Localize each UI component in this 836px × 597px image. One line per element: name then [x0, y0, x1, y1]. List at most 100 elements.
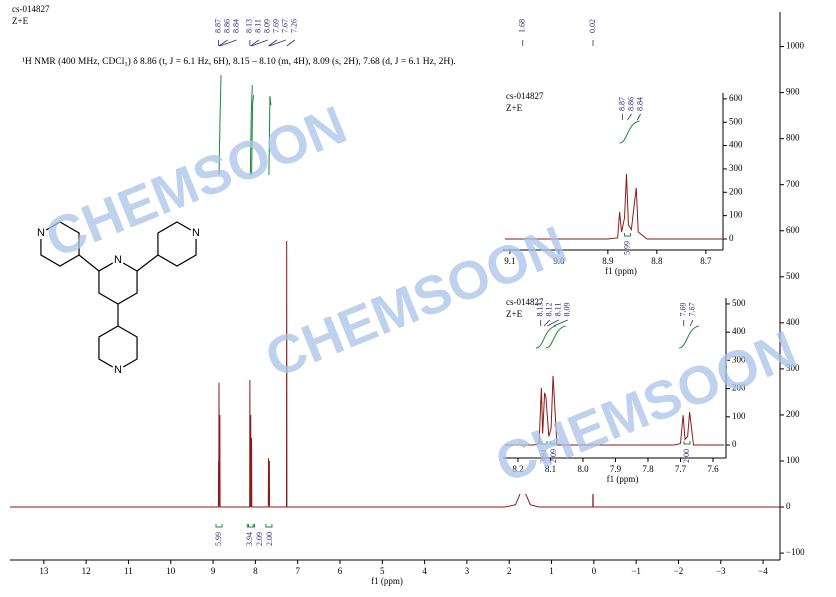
y-tick-label: 100 — [729, 210, 743, 220]
spectrum-line — [504, 173, 723, 240]
peak-label: 8.13 — [245, 19, 254, 33]
peak-leader — [553, 319, 568, 327]
peak-label: 8.11 — [554, 303, 563, 317]
integral-curve — [251, 94, 255, 176]
chart-panel: cs-014827 Z+E ¹H NMR (400 MHz, CDCl₃) δ 8.… — [10, 4, 805, 586]
x-axis-label: f1 (ppm) — [607, 474, 639, 484]
atom-bg — [35, 227, 47, 239]
y-tick-label: 700 — [786, 179, 800, 189]
integral-bracket — [683, 441, 691, 445]
peak-label: 8.12 — [545, 303, 554, 317]
x-tick-label: 13 — [39, 566, 49, 576]
x-tick-label: 12 — [82, 566, 91, 576]
x-tick-label: 4 — [422, 566, 427, 576]
atom-bg — [112, 364, 124, 376]
atom-label: N — [37, 227, 45, 239]
peak-label: 8.86 — [626, 97, 635, 111]
peak-label: 0.02 — [588, 19, 597, 33]
peak-label: 7.67 — [688, 303, 697, 317]
peak-label: 8.09 — [263, 19, 272, 33]
x-tick-label: −1 — [631, 566, 641, 576]
x-tick-label: −4 — [758, 566, 768, 576]
x-tick-label: 2 — [507, 566, 512, 576]
peak-label: 8.84 — [635, 97, 644, 111]
peak-leader — [218, 39, 228, 47]
integral-bracket — [623, 233, 631, 237]
molecule-structure: N N N N — [35, 221, 202, 376]
sample-id: cs-014827 — [506, 297, 544, 307]
inset-background — [503, 93, 725, 286]
ring — [157, 221, 197, 267]
atom-label: N — [114, 254, 122, 266]
peak-leader — [219, 39, 237, 47]
y-tick-label: 400 — [729, 140, 743, 150]
sample-note: Z+E — [12, 16, 29, 26]
peak-label: 8.13 — [536, 303, 545, 317]
integral-label: 2.09 — [255, 532, 264, 546]
atom-bg — [112, 254, 124, 266]
integral-bracket — [540, 441, 548, 445]
integral-label: 5.99 — [622, 241, 631, 255]
sample-note: Z+E — [506, 103, 523, 113]
integral-curve — [535, 325, 557, 349]
y-tick-label: 400 — [786, 317, 800, 327]
integral-label: 5.99 — [214, 532, 223, 546]
x-tick-label: 8.2 — [512, 464, 523, 474]
peak-label: 7.69 — [679, 303, 688, 317]
peak-label: 8.09 — [563, 303, 572, 317]
x-tick-label: 10 — [166, 566, 176, 576]
integral-curve — [218, 74, 222, 176]
ring — [98, 259, 138, 305]
y-tick-label: 200 — [729, 186, 743, 196]
x-tick-label: 11 — [124, 566, 133, 576]
bond — [78, 254, 100, 272]
integral-label: 3.91 — [539, 449, 548, 463]
sample-note: Z+E — [506, 309, 523, 319]
y-tick-label: 200 — [786, 409, 800, 419]
peak-leader — [636, 113, 641, 121]
integral-label: 3.94 — [245, 532, 254, 546]
x-tick-label: 8.8 — [651, 256, 663, 266]
y-tick-label: 0 — [732, 439, 737, 449]
x-tick-label: 3 — [465, 566, 470, 576]
integral-curve — [619, 120, 640, 144]
peak-label: 8.11 — [254, 19, 263, 33]
integral-bracket — [265, 524, 273, 528]
y-tick-label: 300 — [732, 354, 746, 364]
sample-id: cs-014827 — [506, 91, 544, 101]
peak-leader — [627, 113, 632, 121]
peak-label: 8.86 — [222, 19, 231, 33]
y-tick-label: 100 — [732, 411, 746, 421]
y-tick-label: 0 — [729, 233, 734, 243]
atom-label: N — [192, 227, 200, 239]
y-tick-label: −100 — [786, 547, 805, 557]
x-tick-label: 8 — [253, 566, 258, 576]
atom-bg — [190, 227, 202, 239]
x-tick-label: 9.0 — [553, 256, 565, 266]
y-tick-label: 300 — [729, 163, 743, 173]
chart-panel: cs-014827 Z+E 9.1 9.0 8.9 8.8 8.7 f1 (ppm) 0 100 2… — [503, 91, 743, 286]
peak-label: 8.87 — [617, 97, 626, 111]
bond — [136, 254, 159, 272]
spectrum-line — [504, 375, 725, 446]
x-tick-label: 7.9 — [610, 464, 622, 474]
integral-label: 2.00 — [265, 532, 274, 546]
x-axis-label: f1 (ppm) — [371, 576, 403, 586]
y-tick-label: 1000 — [786, 41, 805, 51]
peak-leader — [543, 319, 550, 327]
peak-leader — [269, 39, 287, 47]
x-tick-label: 8.7 — [700, 256, 712, 266]
y-tick-label: 400 — [732, 326, 746, 336]
x-axis-label: f1 (ppm) — [605, 266, 637, 276]
integral-label: 2.00 — [682, 449, 691, 463]
x-tick-label: 6 — [338, 566, 343, 576]
integral-bracket — [215, 524, 223, 528]
peak-leader — [689, 319, 694, 327]
integral-label: 2.09 — [549, 449, 558, 463]
peak-leader — [547, 319, 559, 327]
integral-curve — [678, 325, 700, 349]
x-tick-label: −3 — [716, 566, 726, 576]
peak-leader — [268, 39, 278, 47]
y-tick-label: 500 — [732, 298, 746, 308]
